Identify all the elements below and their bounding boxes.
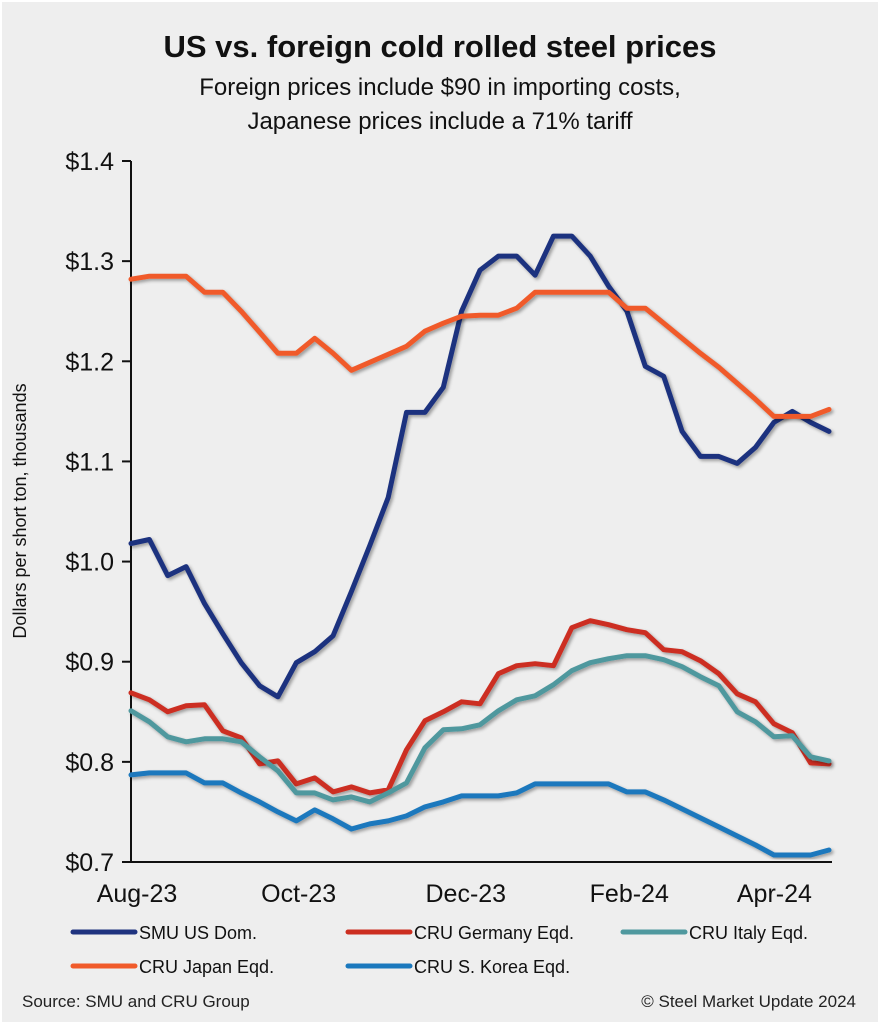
legend-item: CRU Japan Eqd.	[70, 957, 274, 977]
y-axis-title: Dollars per short ton, thousands	[10, 383, 30, 638]
x-tick-label: Oct-23	[261, 880, 336, 908]
copyright-note: © Steel Market Update 2024	[641, 992, 856, 1011]
chart-title: US vs. foreign cold rolled steel prices	[163, 29, 716, 64]
y-tick-label: $1.1	[65, 448, 114, 476]
y-tick-label: $1.2	[65, 348, 114, 376]
legend-label: CRU S. Korea Eqd.	[414, 957, 570, 977]
y-tick-label: $1.3	[65, 248, 114, 276]
series-line-cru-italy-eqd	[128, 653, 832, 805]
chart-subtitle-line-1: Foreign prices include $90 in importing …	[199, 74, 681, 101]
x-axis: Aug-23 Oct-23 Dec-23 Feb-24 Apr-24	[97, 861, 832, 908]
y-tick-label: $1.0	[65, 549, 114, 577]
legend-item: CRU S. Korea Eqd.	[345, 957, 570, 977]
x-tick-label: Dec-23	[425, 880, 506, 908]
series-line-smu-us-dom	[128, 233, 832, 700]
x-tick-label: Feb-24	[590, 880, 669, 908]
y-tick-label: $0.8	[65, 749, 114, 777]
legend-item: CRU Germany Eqd.	[345, 923, 574, 943]
chart-subtitle-line-2: Japanese prices include a 71% tariff	[247, 108, 632, 135]
x-tick-label: Apr-24	[737, 880, 812, 908]
series-line-cru-germany-eqd	[128, 618, 832, 796]
legend-label: SMU US Dom.	[139, 923, 257, 943]
y-tick-label: $0.9	[65, 649, 114, 677]
x-tick-label: Aug-23	[97, 880, 178, 908]
y-tick-label: $1.4	[65, 148, 114, 176]
series-lines	[128, 233, 832, 858]
y-axis: $1.4 $1.3 $1.2 $1.1 $1.0 $0.9 $0.8 $0.7	[65, 148, 132, 877]
legend-label: CRU Germany Eqd.	[414, 923, 574, 943]
legend-label: CRU Italy Eqd.	[689, 923, 808, 943]
series-line-cru-japan-eqd	[128, 273, 832, 419]
legend-item: SMU US Dom.	[70, 923, 257, 943]
source-note: Source: SMU and CRU Group	[22, 992, 250, 1011]
series-line-cru-s-korea-eqd	[128, 770, 832, 858]
y-tick-label: $0.7	[65, 849, 114, 877]
legend: SMU US Dom. CRU Germany Eqd. CRU Italy Eqd…	[70, 923, 808, 977]
legend-item: CRU Italy Eqd.	[620, 923, 808, 943]
legend-label: CRU Japan Eqd.	[139, 957, 274, 977]
